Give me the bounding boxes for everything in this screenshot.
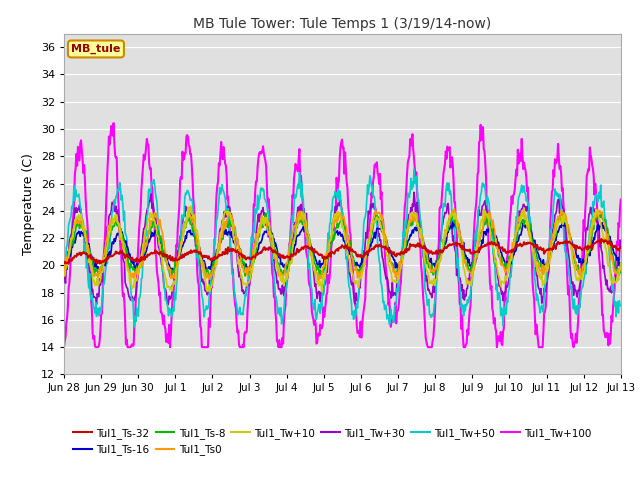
Text: MB_tule: MB_tule [71, 44, 120, 54]
Y-axis label: Temperature (C): Temperature (C) [22, 153, 35, 255]
Legend: Tul1_Ts-32, Tul1_Ts-16, Tul1_Ts-8, Tul1_Ts0, Tul1_Tw+10, Tul1_Tw+30, Tul1_Tw+50,: Tul1_Ts-32, Tul1_Ts-16, Tul1_Ts-8, Tul1_… [69, 424, 596, 459]
Title: MB Tule Tower: Tule Temps 1 (3/19/14-now): MB Tule Tower: Tule Temps 1 (3/19/14-now… [193, 17, 492, 31]
